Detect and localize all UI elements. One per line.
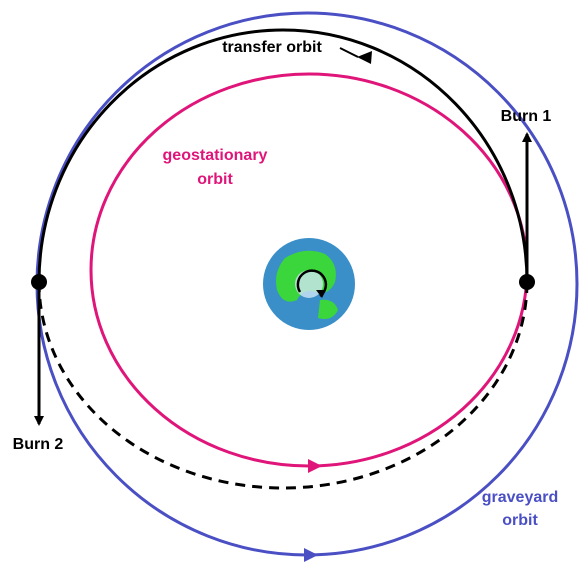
orbit-diagram: transfer orbit Burn 1 Burn 2 geostationa… [0, 0, 582, 563]
geostationary-label: geostationary [163, 147, 268, 164]
transfer-direction-arrow [357, 51, 372, 64]
geostationary-label: orbit [197, 171, 233, 188]
transfer-orbit-label: transfer orbit [222, 39, 322, 56]
graveyard-direction-arrow [304, 548, 318, 562]
earth [263, 238, 355, 330]
geostationary-direction-arrow [308, 459, 322, 473]
graveyard-label: orbit [502, 512, 538, 529]
burn-2-label: Burn 2 [13, 436, 64, 453]
leader-line [340, 48, 358, 57]
graveyard-label: graveyard [482, 489, 559, 506]
burn-point [31, 274, 47, 290]
burn-1-label: Burn 1 [501, 108, 552, 125]
transfer-orbit [39, 30, 527, 282]
burn-point [519, 274, 535, 290]
